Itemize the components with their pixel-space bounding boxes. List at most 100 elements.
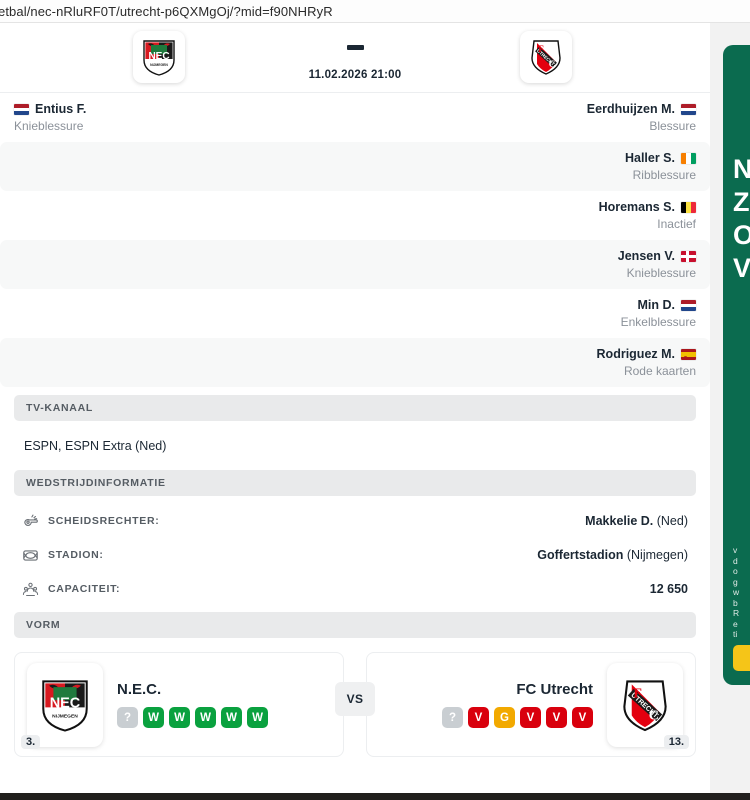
- browser-url-bar[interactable]: etbal/nec-nRluRF0T/utrecht-p6QXMgOj/?mid…: [0, 0, 750, 22]
- flag-ci-icon: [681, 153, 696, 164]
- referee-value-group: Makkelie D. (Ned): [585, 514, 696, 528]
- form-badge[interactable]: W: [195, 707, 216, 728]
- missing-players-list: Entius F. Knieblessure Eerdhuijzen M. Bl…: [0, 93, 710, 387]
- svg-text:C: C: [649, 708, 659, 723]
- player-name: Eerdhuijzen M.: [586, 102, 675, 116]
- stadium-row: STADION: Goffertstadion (Nijmegen): [14, 538, 696, 572]
- score-area: 11.02.2026 21:00: [0, 31, 710, 81]
- player-name-row: Min D.: [369, 298, 696, 313]
- svg-text:F: F: [633, 686, 642, 701]
- player-name-row: Jensen V.: [369, 249, 696, 264]
- referee-label: SCHEIDSRECHTER:: [48, 515, 160, 527]
- referee-name: Makkelie D.: [585, 514, 654, 528]
- capacity-value: 12 650: [649, 582, 688, 596]
- player-reason: Rode kaarten: [623, 364, 696, 378]
- home-form-card[interactable]: NEC NIJMEGEN 3. N.E.C. ? W W W W W: [14, 652, 344, 757]
- away-form-meta: FC Utrecht ? V G V V V: [428, 681, 607, 728]
- player-reason: Inactief: [657, 217, 696, 231]
- player-name-row: Haller S.: [369, 151, 696, 166]
- stadium-label: STADION:: [48, 549, 104, 561]
- player-name-row: Rodriguez M.: [369, 347, 696, 362]
- table-row: Jensen V. Knieblessure: [0, 240, 710, 289]
- away-team-rank: 13.: [663, 734, 689, 749]
- flag-nl-icon: [681, 300, 696, 311]
- form-badge[interactable]: G: [494, 707, 515, 728]
- stadium-label-group: STADION:: [14, 547, 104, 564]
- svg-text:F: F: [538, 44, 544, 54]
- form-badge[interactable]: V: [520, 707, 541, 728]
- away-missing-player: Horemans S. Inactief: [369, 200, 696, 231]
- home-team-badge[interactable]: NEC NIJMEGEN 3.: [21, 662, 103, 749]
- away-missing-player: Rodriguez M. Rode kaarten: [369, 347, 696, 378]
- kickoff-time: 11.02.2026 21:00: [308, 69, 402, 81]
- stadium-value-group: Goffertstadion (Nijmegen): [537, 548, 696, 562]
- match-info-section-header: WEDSTRIJDINFORMATIE: [14, 470, 696, 496]
- player-name-row: Entius F.: [14, 102, 341, 117]
- match-page: NEC NIJMEGEN 11.02.2026 21:00 UTRECHT F: [0, 23, 710, 800]
- window-bottom-edge: [0, 793, 750, 800]
- match-info-section-title: WEDSTRIJDINFORMATIE: [26, 477, 166, 489]
- flag-es-icon: [681, 349, 696, 360]
- away-form-badges: ? V G V V V: [442, 707, 593, 728]
- flag-nl-icon: [14, 104, 29, 115]
- stadium-city: (Nijmegen): [623, 548, 688, 562]
- ad-cta-button[interactable]: [733, 645, 750, 671]
- form-badge[interactable]: ?: [117, 707, 138, 728]
- player-reason: Knieblessure: [14, 119, 84, 133]
- away-missing-player: Min D. Enkelblessure: [369, 298, 696, 329]
- player-name: Min D.: [637, 298, 676, 312]
- home-team-rank: 3.: [21, 734, 41, 749]
- form-badge[interactable]: ?: [442, 707, 463, 728]
- form-badge[interactable]: W: [143, 707, 164, 728]
- player-name: Entius F.: [35, 102, 87, 116]
- table-row: Min D. Enkelblessure: [0, 289, 710, 338]
- url-text: etbal/nec-nRluRF0T/utrecht-p6QXMgOj/?mid…: [0, 3, 333, 19]
- home-form-badges: ? W W W W W: [117, 707, 268, 728]
- stadium-icon: [22, 547, 39, 564]
- flag-dk-icon: [681, 251, 696, 262]
- form-badge[interactable]: V: [572, 707, 593, 728]
- svg-text:C: C: [549, 59, 556, 69]
- home-missing-player: Entius F. Knieblessure: [14, 102, 341, 133]
- table-row: Haller S. Ribblessure: [0, 142, 710, 191]
- table-row: Rodriguez M. Rode kaarten: [0, 338, 710, 387]
- form-badge[interactable]: V: [546, 707, 567, 728]
- away-team-crest[interactable]: UTRECHT F C: [520, 31, 572, 83]
- url-bar-divider: [0, 22, 750, 23]
- tv-section-title: TV-KANAAL: [26, 402, 93, 414]
- form-section-header: VORM: [14, 612, 696, 638]
- svg-text:NEC: NEC: [50, 695, 81, 711]
- tv-section-header: TV-KANAAL: [14, 395, 696, 421]
- capacity-value-group: 12 650: [650, 582, 696, 596]
- home-team-crest[interactable]: NEC NIJMEGEN: [133, 31, 185, 83]
- tv-channels[interactable]: ESPN, ESPN Extra (Ned): [24, 439, 167, 453]
- form-badge[interactable]: V: [468, 707, 489, 728]
- table-row: Horemans S. Inactief: [0, 191, 710, 240]
- home-team-name: N.E.C.: [117, 681, 162, 698]
- form-badge[interactable]: W: [221, 707, 242, 728]
- away-missing-player: Eerdhuijzen M. Blessure: [369, 102, 696, 133]
- player-reason: Ribblessure: [632, 168, 696, 182]
- capacity-row: CAPACITEIT: 12 650: [14, 572, 696, 606]
- away-team-badge[interactable]: UTRECHT F C 13.: [607, 662, 689, 749]
- player-name-row: Eerdhuijzen M.: [369, 102, 696, 117]
- form-badge[interactable]: W: [169, 707, 190, 728]
- flag-nl-icon: [681, 104, 696, 115]
- form-badge[interactable]: W: [247, 707, 268, 728]
- away-team-name: FC Utrecht: [516, 681, 593, 698]
- form-comparison: NEC NIJMEGEN 3. N.E.C. ? W W W W W: [14, 652, 696, 757]
- player-name: Jensen V.: [617, 249, 675, 263]
- away-form-card[interactable]: FC Utrecht ? V G V V V: [366, 652, 696, 757]
- svg-text:NEC: NEC: [148, 51, 169, 62]
- away-missing-player: Jensen V. Knieblessure: [369, 249, 696, 280]
- match-header: NEC NIJMEGEN 11.02.2026 21:00 UTRECHT F: [0, 23, 710, 93]
- svg-text:NIJMEGEN: NIJMEGEN: [150, 63, 168, 67]
- player-name-row: Horemans S.: [369, 200, 696, 215]
- player-name: Haller S.: [624, 151, 675, 165]
- vs-divider: VS: [335, 682, 375, 716]
- home-form-meta: N.E.C. ? W W W W W: [103, 681, 282, 728]
- score-placeholder: [346, 45, 364, 50]
